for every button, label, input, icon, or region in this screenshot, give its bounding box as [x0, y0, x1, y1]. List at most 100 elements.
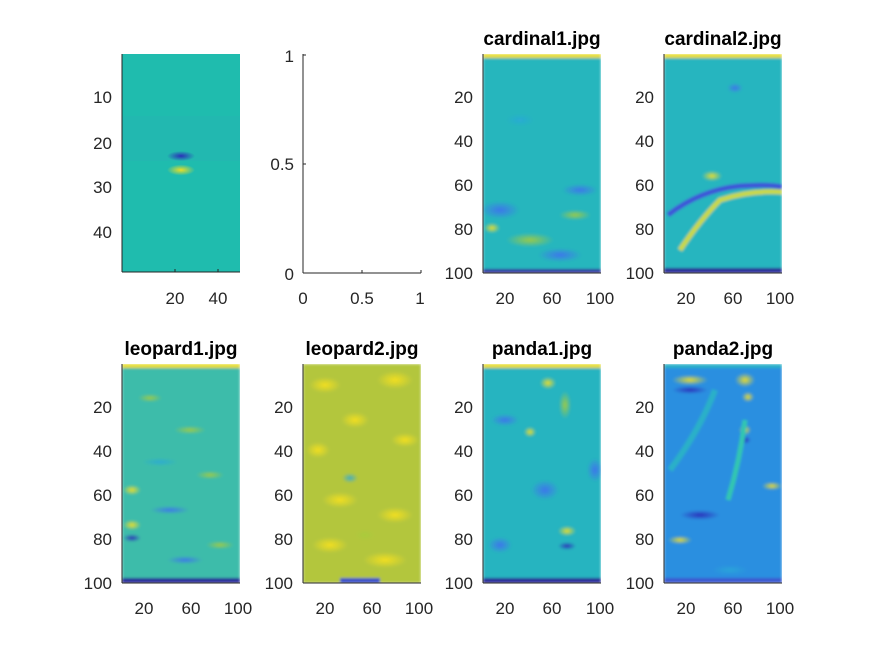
y-tick-label: 20 [454, 88, 473, 107]
heatmap-background [664, 54, 782, 273]
y-tick-label: 100 [626, 574, 654, 593]
x-tick-label: 100 [586, 599, 614, 618]
y-tick-label: 40 [454, 132, 473, 151]
y-tick-label: 80 [454, 220, 473, 239]
heatmap-blob [540, 377, 556, 389]
panel-title: leopard1.jpg [125, 339, 238, 360]
heatmap-blob [123, 520, 141, 530]
y-tick-label: 20 [635, 88, 654, 107]
cardinal2-heatmap-panel: cardinal2.jpg 20 60 100 20 40 60 80 100 [626, 29, 795, 308]
x-tick-label: 20 [496, 599, 515, 618]
heatmap-blob [742, 392, 754, 402]
heatmap-edge-bottom [340, 578, 380, 583]
heatmap-blob [391, 433, 419, 447]
heatmap-blob [196, 471, 224, 479]
x-tick-label: 20 [496, 289, 515, 308]
heatmap-edge-top [664, 54, 782, 58]
heatmap-blob [341, 412, 369, 428]
y-tick-label: 60 [93, 486, 112, 505]
heatmap-blob [506, 114, 534, 126]
heatmap-blob [587, 458, 601, 482]
y-tick-label: 100 [445, 264, 473, 283]
heatmap-blob [558, 542, 576, 550]
heatmap-ridge [667, 388, 718, 472]
heatmap-blob [123, 485, 141, 495]
x-tick-label: 0.5 [350, 289, 374, 308]
y-tick-label: 60 [635, 486, 654, 505]
heatmap-ridge [666, 182, 782, 217]
x-tick-label: 100 [766, 599, 794, 618]
x-tick-label: 0 [298, 289, 307, 308]
heatmap-blob [355, 530, 375, 540]
y-tick-label: 60 [274, 486, 293, 505]
axes-background [303, 54, 421, 273]
panda1-heatmap-panel: panda1.jpg 20 60 100 20 40 60 80 100 [445, 339, 615, 618]
y-tick-label: 40 [93, 223, 112, 242]
x-tick-label: 20 [135, 599, 154, 618]
panda2-heatmap-panel: panda2.jpg 20 60 100 20 40 60 80 100 [626, 339, 795, 618]
x-tick-label: 100 [405, 599, 433, 618]
leopard2-heatmap-panel: leopard2.jpg 20 60 100 20 40 60 80 100 [265, 339, 434, 618]
heatmap-blob [142, 458, 178, 466]
heatmap-blob [342, 473, 358, 483]
heatmap-background [122, 54, 240, 272]
x-tick-label: 60 [182, 599, 201, 618]
panel-title: cardinal2.jpg [664, 29, 781, 50]
heatmap-edge-bottom [122, 578, 240, 583]
x-tick-label: 100 [586, 289, 614, 308]
y-tick-label: 60 [635, 176, 654, 195]
y-tick-label: 30 [93, 178, 112, 197]
x-tick-label: 60 [724, 599, 743, 618]
heatmap-blob [524, 427, 536, 437]
heatmap-blob [735, 373, 755, 387]
heatmap-blob [377, 371, 413, 389]
heatmap-blob [306, 442, 330, 458]
heatmap-blob [138, 394, 162, 402]
y-tick-label: 40 [274, 442, 293, 461]
heatmap-blob [167, 556, 203, 564]
heatmap-blob [206, 541, 234, 549]
y-tick-label: 100 [445, 574, 473, 593]
y-tick-label: 80 [635, 530, 654, 549]
x-tick-label: 60 [543, 289, 562, 308]
heatmap-edge-bottom [664, 268, 782, 273]
heatmap-blob [562, 184, 598, 196]
heatmap-blob [488, 537, 512, 553]
leopard1-heatmap-panel: leopard1.jpg 20 60 100 20 40 60 80 100 [84, 339, 253, 618]
filter-positive-lobe [167, 164, 195, 176]
y-tick-label: 80 [454, 530, 473, 549]
heatmap-edge-top [122, 364, 240, 368]
y-tick-label: 100 [84, 574, 112, 593]
heatmap-blob [558, 526, 576, 536]
y-tick-label: 20 [93, 134, 112, 153]
y-tick-label: 20 [635, 398, 654, 417]
y-tick-label: 100 [626, 264, 654, 283]
y-tick-label: 0.5 [270, 155, 294, 174]
y-tick-label: 40 [635, 132, 654, 151]
x-tick-label: 60 [724, 289, 743, 308]
heatmap-blob [363, 552, 407, 568]
heatmap-blob [506, 233, 554, 247]
heatmap-blob [559, 210, 591, 220]
heatmap-ridge [725, 419, 748, 501]
heatmap-blob [531, 480, 559, 500]
heatmap-blob [680, 510, 720, 520]
cardinal1-heatmap-panel: cardinal1.jpg 20 60 100 20 40 60 80 100 [445, 29, 615, 308]
heatmap-blob [762, 482, 782, 490]
heatmap-blob [672, 386, 708, 394]
panel-title: cardinal1.jpg [483, 29, 600, 50]
panel-title: leopard2.jpg [306, 339, 419, 360]
heatmap-blob [484, 223, 500, 233]
x-tick-label: 100 [224, 599, 252, 618]
heatmap-background [664, 364, 782, 583]
y-tick-label: 40 [635, 442, 654, 461]
panel-title: panda2.jpg [673, 339, 773, 360]
panel-title: panda1.jpg [492, 339, 592, 360]
y-tick-label: 1 [285, 47, 294, 66]
heatmap-blob [559, 391, 571, 419]
heatmap-blob [668, 536, 692, 544]
heatmap-blob [727, 83, 743, 93]
y-tick-label: 80 [93, 530, 112, 549]
y-tick-label: 80 [635, 220, 654, 239]
heatmap-blob [377, 507, 413, 523]
